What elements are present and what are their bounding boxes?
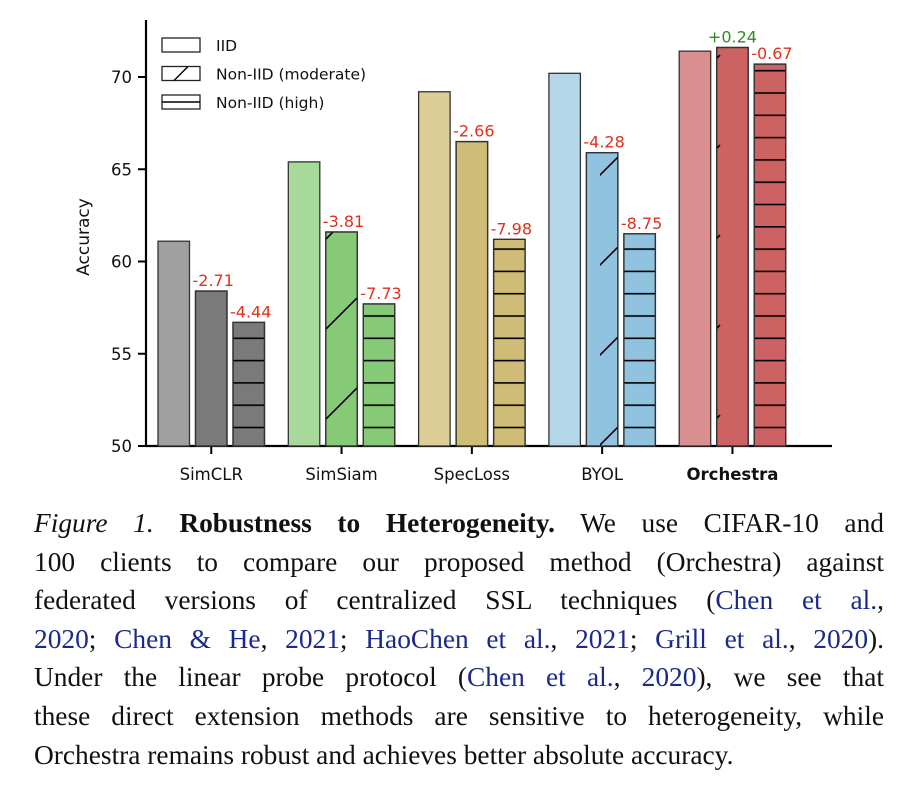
citation-link[interactable]: Chen et al.: [715, 585, 878, 616]
delta-label: -4.28: [583, 133, 624, 152]
bar-simclr-none: [157, 240, 191, 447]
caption-line-1: Figure 1. Robustness to Heterogeneity. W…: [34, 508, 884, 538]
bar-byol-none: [548, 72, 582, 447]
citation-link[interactable]: 2021: [285, 623, 340, 654]
delta-label: -0.67: [751, 44, 792, 63]
y-tick-label: 70: [111, 68, 132, 87]
y-tick-label: 60: [111, 253, 132, 272]
legend-hatch: [173, 66, 189, 81]
delta-label: -7.98: [491, 219, 532, 238]
caption-line-6: these direct extension methods are sensi…: [34, 700, 884, 731]
caption-line-4: 2020; Chen & He, 2021; HaoChen et al., 2…: [34, 623, 885, 654]
delta-labels: -2.71 -4.44 -3.81 -7.73 -2.66 -7.98 -4.28 -8.75…: [193, 27, 793, 321]
bar-hatch: [362, 303, 396, 447]
citation-link[interactable]: 2020: [34, 623, 89, 654]
bar-simsiam-none: [287, 161, 321, 447]
x-tick-label: BYOL: [581, 465, 624, 484]
y-axis-label: Accuracy: [74, 198, 94, 276]
y-tick-label: 65: [111, 160, 132, 179]
citation-link[interactable]: Chen & He: [114, 623, 261, 654]
bar-hatch: [623, 233, 657, 447]
citation-link[interactable]: 2021: [575, 623, 630, 654]
citation-link[interactable]: Chen et al.: [467, 662, 614, 693]
bar-hatch: [232, 321, 266, 447]
bar-hatch: [716, 46, 749, 447]
citation-link[interactable]: 2020: [641, 662, 697, 693]
delta-label: -7.73: [360, 284, 401, 303]
bar-orchestra-none: [678, 50, 712, 447]
citation-link[interactable]: HaoChen et al.: [365, 623, 551, 654]
figure-title: Robustness to Heterogeneity.: [179, 508, 555, 538]
delta-label: -2.66: [453, 122, 494, 141]
caption-line-5: Under the linear probe protocol (Chen et…: [34, 662, 884, 693]
delta-label: -4.44: [230, 302, 271, 321]
legend-swatch: [161, 37, 201, 53]
citation-link[interactable]: 2020: [813, 623, 869, 654]
legend: IID Non-IID (moderate) Non-IID (high): [161, 37, 366, 112]
figure-caption: Figure 1. Robustness to Heterogeneity. W…: [34, 504, 884, 774]
x-tick-label: SimSiam: [305, 465, 377, 484]
bar-chart: 50 55 60 65 70 Accuracy SimCLR SimSiam SpecLoss B…: [74, 20, 832, 484]
delta-label: -2.71: [193, 271, 234, 290]
caption-line-3: federated versions of centralized SSL te…: [34, 585, 884, 616]
y-tick-label: 55: [111, 345, 132, 364]
bar-hatch: [492, 238, 526, 447]
bar-hatch: [455, 140, 489, 447]
axes: 50 55 60 65 70 Accuracy SimCLR SimSiam SpecLoss B…: [74, 20, 832, 484]
delta-label: -8.75: [621, 214, 662, 233]
bar-hatch: [325, 231, 358, 447]
x-tick-label: SimCLR: [180, 465, 243, 484]
delta-label: +0.24: [708, 27, 757, 46]
legend-label: Non-IID (high): [216, 94, 324, 112]
bar-specloss-none: [417, 91, 451, 447]
bars: [157, 46, 787, 447]
y-tick-label: 50: [111, 437, 132, 456]
x-tick-label: SpecLoss: [434, 465, 510, 484]
bar-hatch: [194, 290, 228, 447]
caption-line-7: Orchestra remains robust and achieves be…: [34, 739, 734, 770]
caption-line-2: 100 clients to compare our proposed meth…: [34, 546, 884, 577]
citation-link[interactable]: Grill et al.: [655, 623, 789, 654]
legend-label: IID: [216, 37, 237, 55]
delta-label: -3.81: [323, 212, 364, 231]
bar-hatch: [753, 63, 787, 447]
bar-hatch: [585, 151, 619, 447]
x-tick-label: Orchestra: [687, 465, 779, 484]
legend-label: Non-IID (moderate): [216, 66, 366, 84]
figure-label: Figure 1.: [34, 508, 154, 538]
